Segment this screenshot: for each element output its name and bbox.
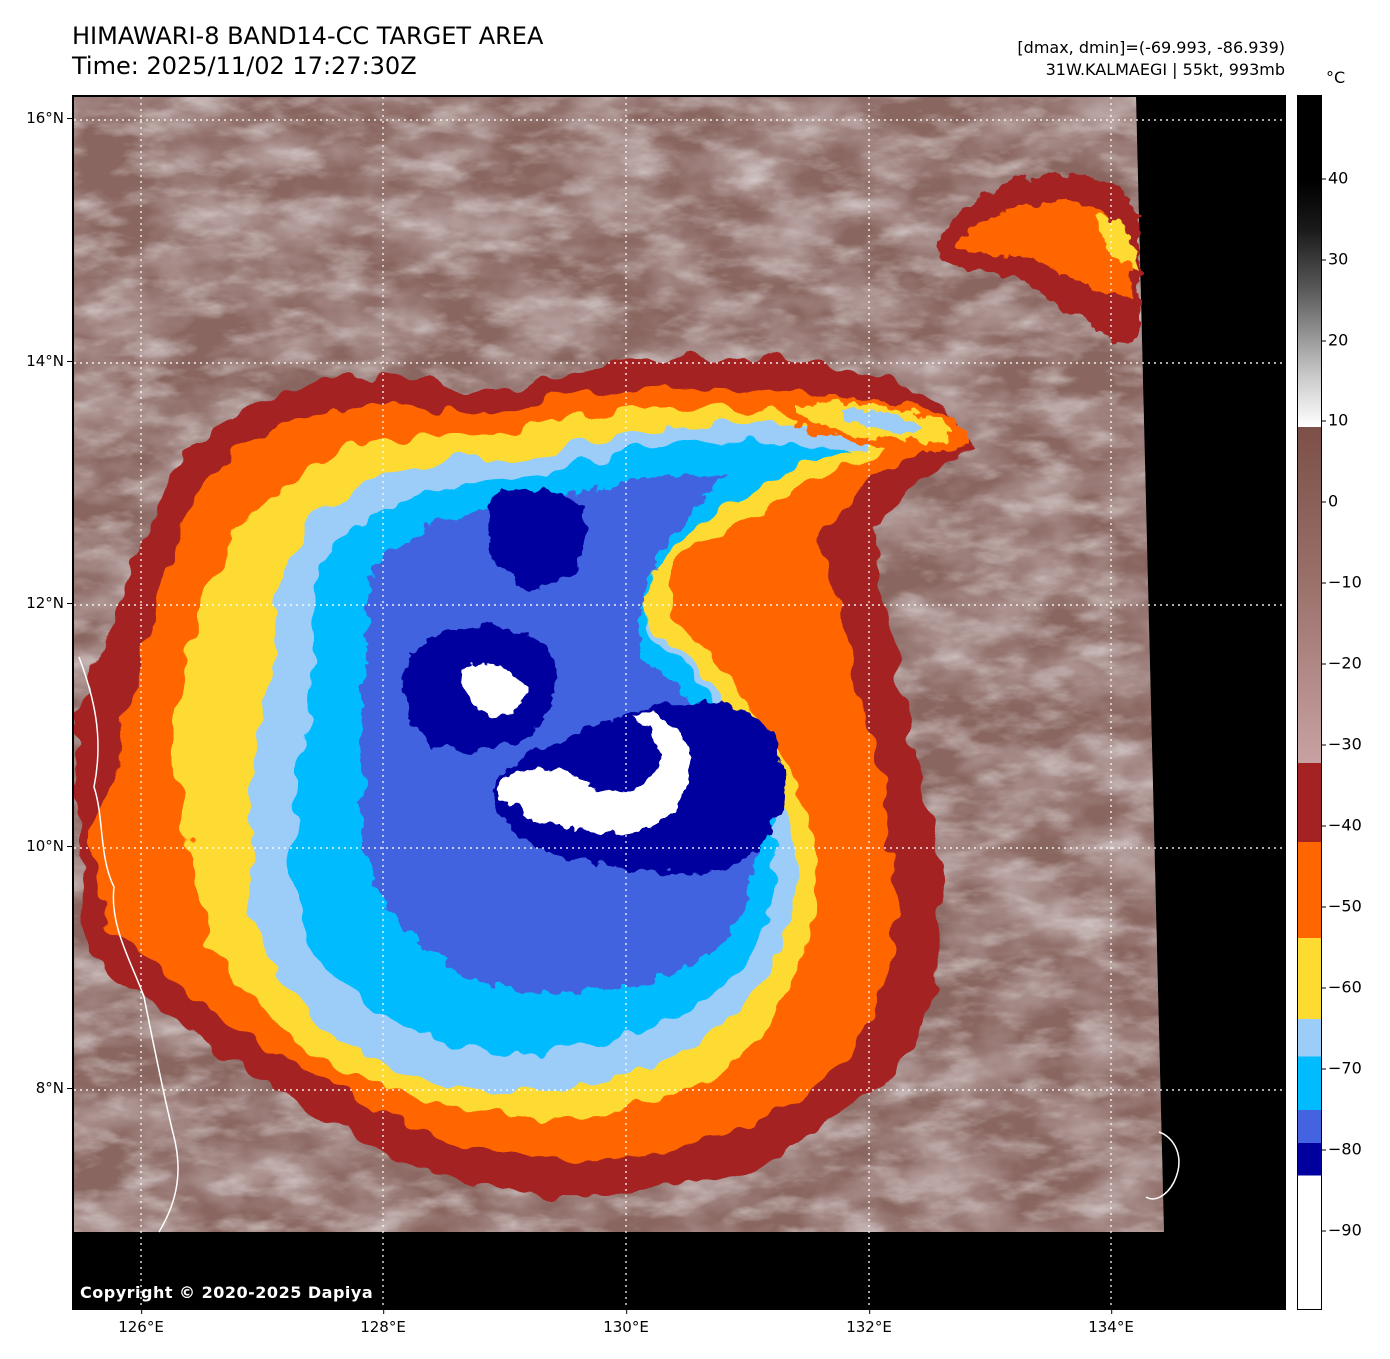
lat-tick-10: 10°N	[26, 837, 72, 855]
colorbar-label: −60	[1322, 977, 1362, 997]
observation-time: Time: 2025/11/02 17:27:30Z	[72, 52, 417, 80]
colorbar-label: −70	[1322, 1058, 1362, 1078]
colorbar-label: 30	[1321, 249, 1349, 269]
cyclone-cloud-shield	[74, 357, 974, 1196]
colorbar-label: −10	[1322, 572, 1362, 592]
coastline	[78, 656, 179, 1233]
colorbar-label: 10	[1321, 410, 1349, 430]
colorbar-label: −30	[1322, 734, 1362, 754]
lon-tick-128: 128°E	[360, 1309, 406, 1336]
gridlines	[74, 97, 1284, 1308]
copyright-text: Copyright © 2020-2025 Dapiya	[80, 1283, 374, 1302]
colorbar-label: −90	[1322, 1220, 1362, 1240]
lat-tick-8: 8°N	[35, 1079, 73, 1097]
lat-tick-14: 14°N	[26, 352, 72, 370]
storm-info: 31W.KALMAEGI | 55kt, 993mb	[1045, 60, 1285, 79]
colorbar-label: −40	[1322, 815, 1362, 835]
lat-tick-12: 12°N	[26, 594, 72, 612]
lat-tick-16: 16°N	[26, 109, 72, 127]
coastline-east	[1145, 1131, 1180, 1200]
colorbar-label: 40	[1321, 168, 1349, 188]
lon-tick-130: 130°E	[603, 1309, 649, 1336]
colorbar-label: 20	[1321, 330, 1349, 350]
lon-tick-126: 126°E	[118, 1309, 164, 1336]
colorbar-label: −20	[1322, 653, 1362, 673]
outflow-band	[794, 397, 969, 454]
colorbar-label: 0	[1321, 491, 1339, 511]
northeast-convection	[934, 173, 1139, 342]
colorbar-label: −80	[1322, 1139, 1362, 1159]
lon-tick-134: 134°E	[1088, 1309, 1134, 1336]
lon-tick-132: 132°E	[846, 1309, 892, 1336]
colorbar-label: −50	[1322, 896, 1362, 916]
colorbar	[1297, 95, 1322, 1310]
satellite-map[interactable]: Copyright © 2020-2025 Dapiya	[72, 95, 1286, 1310]
temperature-range: [dmax, dmin]=(-69.993, -86.939)	[1017, 38, 1285, 57]
colorbar-unit: °C	[1326, 68, 1346, 87]
satellite-image	[74, 97, 1284, 1308]
map-title: HIMAWARI-8 BAND14-CC TARGET AREA	[72, 22, 544, 50]
